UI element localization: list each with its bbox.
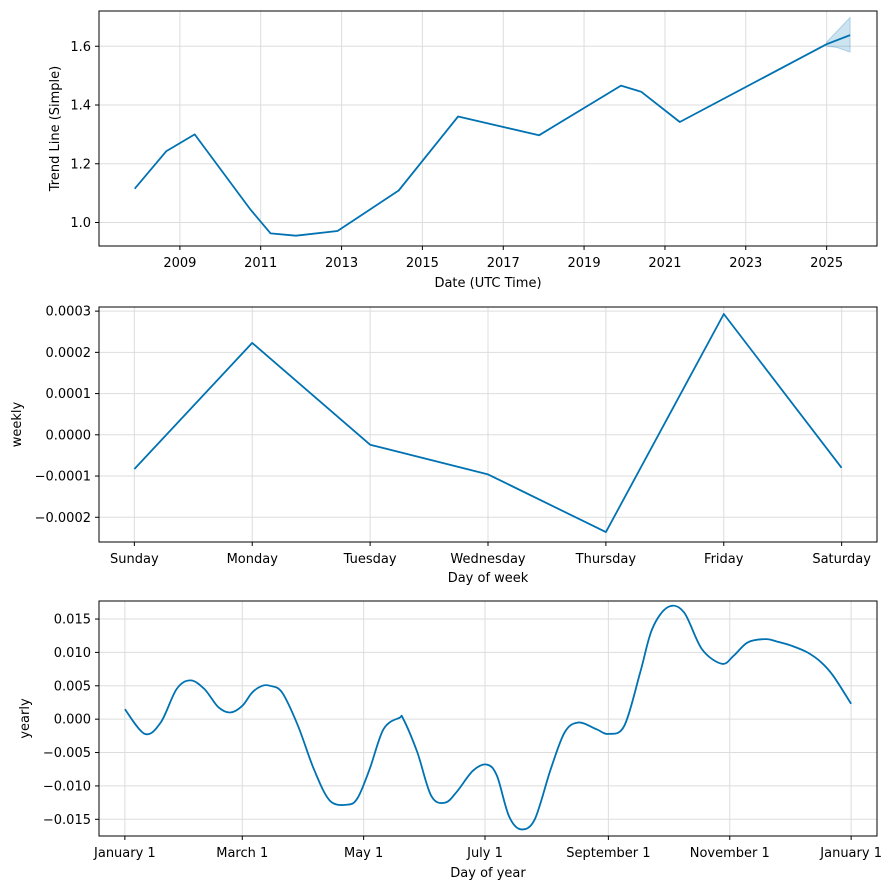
y-axis-label: Trend Line (Simple) — [48, 66, 63, 192]
x-tick-label: 2025 — [810, 256, 843, 271]
series-line — [134, 34, 851, 237]
x-tick-label: January 1 — [93, 846, 156, 861]
x-tick-label: 2017 — [487, 256, 520, 271]
y-tick-label: 0.0003 — [46, 305, 92, 320]
x-tick-label: Friday — [704, 552, 744, 567]
x-axis-label: Day of week — [448, 571, 529, 586]
y-tick-label: 0.010 — [54, 646, 91, 661]
x-tick-label: September 1 — [566, 846, 650, 861]
x-tick-label: 2011 — [244, 256, 277, 271]
y-tick-label: 1.2 — [70, 157, 91, 172]
x-tick-label: July 1 — [466, 846, 503, 861]
y-tick-label: −0.005 — [43, 746, 91, 761]
y-tick-label: −0.0001 — [35, 470, 91, 485]
y-tick-label: −0.015 — [43, 813, 91, 828]
weekly-panel: Sunday Monday Tuesday Wednesday Thursday Frid… — [10, 305, 878, 586]
y-tick-label: −0.010 — [43, 779, 91, 794]
x-tick-label: May 1 — [344, 846, 383, 861]
uncertainty-band — [826, 16, 851, 53]
y-tick-label: 1.0 — [70, 216, 91, 231]
y-tick-label: −0.0002 — [35, 511, 91, 526]
x-tick-label: Thursday — [575, 552, 637, 567]
x-tick-label: January 1 — [819, 846, 882, 861]
x-axis-label: Date (UTC Time) — [434, 276, 541, 291]
y-tick-label: 0.005 — [54, 679, 91, 694]
x-tick-label: Wednesday — [450, 552, 526, 567]
yearly-panel: January 1 March 1 May 1 July 1 September 1 No… — [18, 600, 882, 881]
y-tick-label: 1.6 — [70, 40, 91, 55]
x-axis-label: Day of year — [450, 866, 526, 881]
x-tick-label: March 1 — [216, 846, 268, 861]
y-axis-label: yearly — [18, 698, 33, 739]
y-tick-label: 0.015 — [54, 613, 91, 628]
x-tick-label: Tuesday — [343, 552, 397, 567]
x-tick-label: 2015 — [406, 256, 439, 271]
y-axis-label: weekly — [10, 401, 25, 447]
y-tick-label: 0.000 — [54, 713, 91, 728]
series-line — [133, 313, 843, 533]
x-tick-label: November 1 — [690, 846, 770, 861]
x-tick-label: 2023 — [729, 256, 762, 271]
axes-frame — [98, 600, 878, 837]
x-tick-label: Monday — [227, 552, 279, 567]
x-tick-label: 2013 — [325, 256, 358, 271]
trend-panel: 2009 2011 2013 2015 2017 2019 2021 2023 2025 1.0 1… — [48, 10, 878, 291]
y-tick-label: 0.0000 — [46, 428, 92, 443]
y-tick-label: 0.0001 — [46, 387, 92, 402]
x-tick-label: Sunday — [110, 552, 159, 567]
x-tick-label: 2009 — [163, 256, 196, 271]
y-tick-label: 1.4 — [70, 99, 91, 114]
x-tick-label: 2019 — [568, 256, 601, 271]
x-tick-label: Saturday — [812, 552, 871, 567]
y-tick-label: 0.0002 — [46, 346, 92, 361]
x-tick-label: 2021 — [648, 256, 681, 271]
series-line — [124, 604, 852, 831]
axes-frame — [98, 10, 878, 247]
